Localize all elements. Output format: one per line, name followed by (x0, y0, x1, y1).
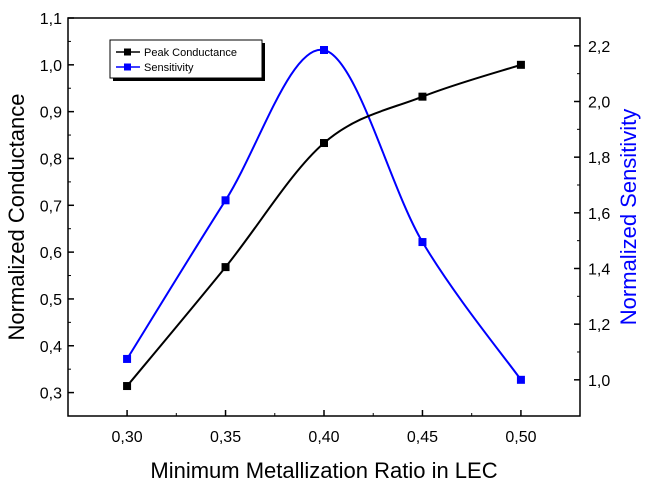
data-point-peak-conductance (221, 263, 230, 272)
x-axis-title: Minimum Metallization Ratio in LEC (150, 458, 497, 483)
legend-marker (124, 48, 131, 56)
data-point-sensitivity (320, 46, 328, 55)
data-point-sensitivity (516, 375, 525, 384)
bottom-tick-label: 0,30 (112, 429, 143, 446)
right-tick-label: 1,4 (588, 261, 610, 278)
data-point-sensitivity (418, 238, 427, 247)
data-point-sensitivity (123, 354, 132, 363)
data-point-peak-conductance (320, 139, 328, 148)
series-line-peak-conductance (126, 63, 522, 387)
left-axis-ticks: 0,3 0,4 0,5 0,6 0,7 0,8 0,9 1,0 1,1 (40, 11, 74, 403)
left-tick-label: 1,0 (40, 58, 62, 75)
data-point-sensitivity (221, 196, 230, 205)
legend-label: Peak Conductance (144, 47, 237, 59)
legend-label: Sensitivity (144, 62, 194, 74)
left-tick-label: 0,7 (40, 198, 62, 215)
data-point-peak-conductance (516, 60, 525, 69)
series-layer (123, 46, 525, 391)
left-tick-label: 0,3 (40, 386, 62, 403)
series-line-sensitivity (126, 48, 522, 381)
legend-box (109, 39, 263, 79)
left-tick-label: 0,5 (40, 292, 62, 309)
left-tick-label: 1,1 (40, 11, 62, 28)
right-tick-label: 1,8 (588, 150, 610, 167)
bottom-tick-label: 0,45 (407, 429, 438, 446)
right-axis-ticks: 1,0 1,2 1,4 1,6 1,8 2,0 2,2 (574, 39, 610, 390)
bottom-tick-label: 0,50 (505, 429, 536, 446)
bottom-tick-label: 0,35 (210, 429, 241, 446)
right-tick-label: 2,0 (588, 94, 610, 111)
data-point-peak-conductance (418, 92, 427, 101)
legend: Peak Conductance Sensitivity (109, 39, 265, 81)
bottom-axis-ticks: 0,30 0,35 0,40 0,45 0,50 (112, 410, 537, 446)
right-tick-label: 1,6 (588, 206, 610, 223)
data-point-peak-conductance (123, 382, 132, 391)
legend-marker (124, 63, 131, 71)
left-tick-label: 0,6 (40, 245, 62, 262)
y-axis-left-title: Normalized Conductance (4, 93, 29, 340)
left-tick-label: 0,9 (40, 105, 62, 122)
right-tick-label: 2,2 (588, 39, 610, 56)
left-tick-label: 0,8 (40, 151, 62, 168)
y-axis-right-title: Normalized Sensitivity (616, 109, 641, 325)
right-tick-label: 1,2 (588, 317, 610, 334)
bottom-tick-label: 0,40 (308, 429, 339, 446)
right-tick-label: 1,0 (588, 373, 610, 390)
left-tick-label: 0,4 (40, 339, 62, 356)
